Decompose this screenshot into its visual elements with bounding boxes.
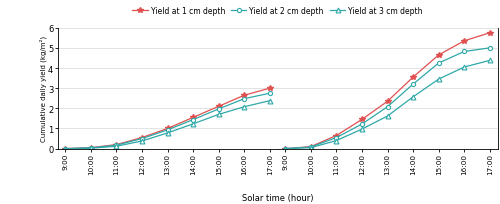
Y-axis label: Cumulative daily yield (kg/m²): Cumulative daily yield (kg/m²) [39,36,46,142]
Text: Solar time (hour): Solar time (hour) [242,193,313,202]
Legend: Yield at 1 cm depth, Yield at 2 cm depth, Yield at 3 cm depth: Yield at 1 cm depth, Yield at 2 cm depth… [129,4,426,19]
